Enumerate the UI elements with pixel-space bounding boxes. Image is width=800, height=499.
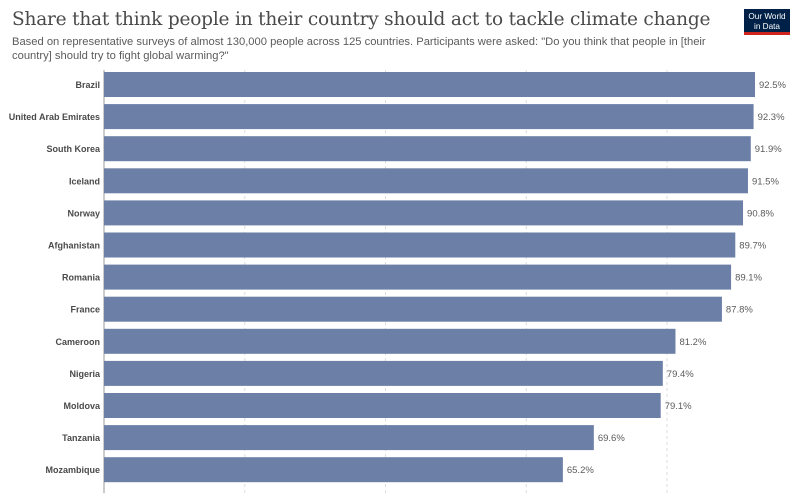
value-label: 89.1% — [735, 273, 762, 284]
category-label: Cameroon — [55, 337, 100, 347]
value-label: 91.9% — [755, 144, 782, 155]
bar[interactable] — [104, 136, 751, 162]
category-label: France — [70, 305, 100, 315]
chart-subtitle: Based on representative surveys of almos… — [12, 36, 706, 62]
category-label: Moldova — [63, 401, 100, 411]
bar[interactable] — [104, 232, 736, 258]
category-label: South Korea — [46, 144, 100, 154]
value-label: 92.3% — [758, 112, 785, 123]
bar[interactable] — [104, 296, 722, 322]
value-label: 92.5% — [759, 80, 786, 91]
value-label: 79.1% — [665, 401, 692, 412]
bar[interactable] — [104, 168, 748, 194]
bar[interactable] — [104, 72, 755, 97]
value-label: 90.8% — [747, 208, 774, 219]
category-label: United Arab Emirates — [9, 112, 100, 122]
category-label: Romania — [62, 273, 101, 283]
bar[interactable] — [104, 360, 663, 386]
value-label: 65.2% — [567, 465, 594, 476]
category-label: Iceland — [69, 176, 100, 186]
value-label: 89.7% — [739, 241, 766, 252]
category-label: Nigeria — [69, 369, 101, 379]
value-label: 69.6% — [598, 433, 625, 444]
logo-line-1: Our World — [748, 12, 786, 21]
bar[interactable] — [104, 457, 563, 483]
logo-accent-bar — [744, 32, 790, 35]
category-label: Brazil — [75, 80, 100, 90]
category-label: Afghanistan — [48, 241, 100, 251]
category-label: Mozambique — [45, 465, 100, 475]
value-label: 87.8% — [726, 305, 753, 316]
bar[interactable] — [104, 104, 754, 130]
owid-logo[interactable]: Our World in Data — [744, 9, 790, 35]
chart-title: Share that think people in their country… — [12, 9, 711, 30]
category-label: Tanzania — [62, 433, 101, 443]
logo-line-2: in Data — [754, 21, 780, 31]
value-label: 79.4% — [667, 369, 694, 380]
bar[interactable] — [104, 264, 732, 290]
category-label: Norway — [67, 208, 100, 218]
bar[interactable] — [104, 328, 676, 354]
bar[interactable] — [104, 425, 594, 451]
value-label: 91.5% — [752, 176, 779, 187]
bar[interactable] — [104, 200, 744, 226]
value-label: 81.2% — [679, 337, 706, 348]
bar[interactable] — [104, 393, 661, 418]
